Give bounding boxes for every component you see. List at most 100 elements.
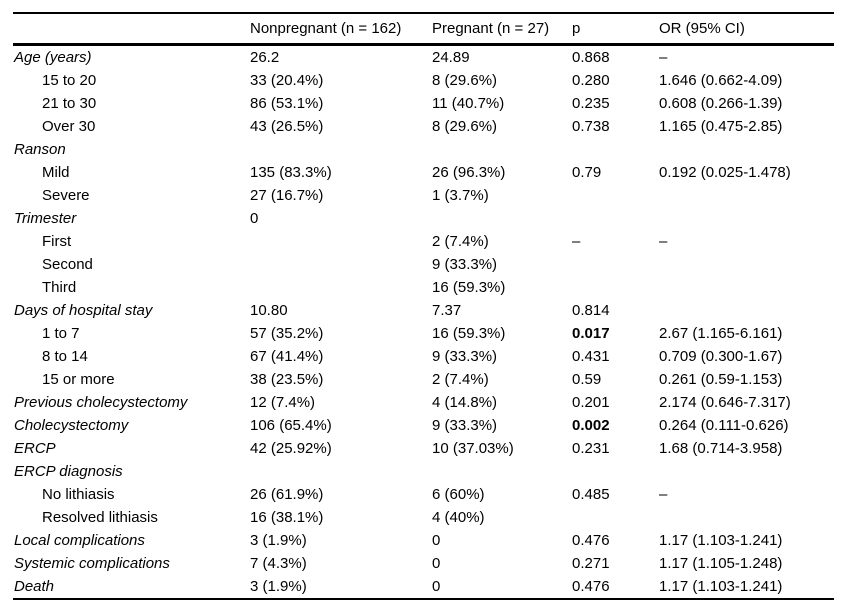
pregnant-value-cell: 0	[432, 555, 441, 572]
pregnant-value-cell: 2 (7.4%)	[432, 371, 489, 388]
nonpregnant-value-cell: 43 (26.5%)	[250, 118, 324, 135]
nonpregnant-value-cell	[250, 276, 432, 299]
table-row: 15 or more 38 (23.5%) 2 (7.4%) 0.59 0.26…	[13, 368, 834, 391]
table-row: Third 16 (59.3%)	[13, 276, 834, 299]
nonpregnant-value-cell: 106 (65.4%)	[250, 417, 332, 434]
or-value-cell: 0.608 (0.266-1.39)	[659, 95, 783, 112]
pregnant-value-cell	[432, 460, 572, 483]
p-value-cell	[572, 253, 659, 276]
p-value-cell: 0.017	[572, 325, 610, 342]
nonpregnant-value-cell	[250, 460, 432, 483]
pregnant-value-cell: 8 (29.6%)	[432, 72, 498, 89]
nonpregnant-value-cell: 27 (16.7%)	[250, 187, 324, 204]
table-row: 8 to 14 67 (41.4%) 9 (33.3%) 0.431 0.709…	[13, 345, 834, 368]
pregnant-value-cell: 9 (33.3%)	[432, 256, 498, 273]
row-label: First	[42, 233, 72, 250]
or-value-cell: 1.17 (1.103-1.241)	[659, 578, 783, 595]
pregnant-value-cell: 2 (7.4%)	[432, 233, 489, 250]
p-value-cell: 0.485	[572, 486, 610, 503]
pregnant-value-cell: 10 (37.03%)	[432, 440, 514, 457]
column-header-pregnant: Pregnant (n = 27)	[432, 13, 572, 46]
column-header-variable	[13, 13, 250, 46]
p-value-cell: 0.280	[572, 72, 610, 89]
column-header-nonpregnant: Nonpregnant (n = 162)	[250, 13, 432, 46]
row-label: Ranson	[14, 141, 66, 158]
nonpregnant-value-cell: 57 (35.2%)	[250, 325, 324, 342]
or-value-cell	[659, 460, 834, 483]
or-value-cell: 2.174 (0.646-7.317)	[659, 394, 791, 411]
nonpregnant-value-cell: 16 (38.1%)	[250, 509, 324, 526]
row-label: 21 to 30	[42, 95, 97, 112]
table-header: Nonpregnant (n = 162) Pregnant (n = 27) …	[13, 13, 834, 46]
or-value-cell	[659, 506, 834, 529]
row-label: Second	[42, 256, 93, 273]
or-value-cell: 2.67 (1.165-6.161)	[659, 325, 783, 342]
nonpregnant-value-cell: 42 (25.92%)	[250, 440, 332, 457]
nonpregnant-value-cell: 3 (1.9%)	[250, 532, 307, 549]
table-row: Mild 135 (83.3%) 26 (96.3%) 0.79 0.192 (…	[13, 161, 834, 184]
or-value-cell: –	[659, 49, 668, 66]
table-row: 21 to 30 86 (53.1%) 11 (40.7%) 0.235 0.6…	[13, 92, 834, 115]
row-label: Mild	[42, 164, 70, 181]
table-row: 15 to 20 33 (20.4%) 8 (29.6%) 0.280 1.64…	[13, 69, 834, 92]
or-value-cell	[659, 184, 834, 207]
nonpregnant-value-cell: 135 (83.3%)	[250, 164, 332, 181]
pregnant-value-cell: 16 (59.3%)	[432, 279, 506, 296]
table-row: Second 9 (33.3%)	[13, 253, 834, 276]
row-label: Over 30	[42, 118, 96, 135]
or-value-cell: –	[659, 233, 668, 250]
p-value-cell	[572, 207, 659, 230]
pregnant-value-cell: 7.37	[432, 302, 462, 319]
p-value-cell: 0.868	[572, 49, 610, 66]
p-value-cell	[572, 184, 659, 207]
p-value-cell	[572, 276, 659, 299]
or-value-cell: 0.261 (0.59-1.153)	[659, 371, 783, 388]
table-row: No lithiasis 26 (61.9%) 6 (60%) 0.485 –	[13, 483, 834, 506]
table-row: ERCP 42 (25.92%) 10 (37.03%) 0.231 1.68 …	[13, 437, 834, 460]
table-row: Local complications 3 (1.9%) 0 0.476 1.1…	[13, 529, 834, 552]
row-label: 8 to 14	[42, 348, 88, 365]
table-row: Cholecystectomy 106 (65.4%) 9 (33.3%) 0.…	[13, 414, 834, 437]
pregnant-value-cell: 11 (40.7%)	[432, 95, 505, 112]
comparison-table-container: Nonpregnant (n = 162) Pregnant (n = 27) …	[13, 12, 834, 600]
row-label: ERCP diagnosis	[14, 463, 123, 480]
table-row: Days of hospital stay 10.80 7.37 0.814	[13, 299, 834, 322]
row-label: Cholecystectomy	[14, 417, 129, 434]
table-row: Resolved lithiasis 16 (38.1%) 4 (40%)	[13, 506, 834, 529]
pregnant-value-cell: 16 (59.3%)	[432, 325, 506, 342]
row-label: Previous cholecystectomy	[14, 394, 188, 411]
p-value-cell: 0.201	[572, 394, 610, 411]
nonpregnant-value-cell: 38 (23.5%)	[250, 371, 324, 388]
nonpregnant-value-cell: 3 (1.9%)	[250, 578, 307, 595]
p-value-cell: 0.235	[572, 95, 610, 112]
table-row: Previous cholecystectomy 12 (7.4%) 4 (14…	[13, 391, 834, 414]
table-row: First 2 (7.4%) – –	[13, 230, 834, 253]
or-value-cell: 0.192 (0.025-1.478)	[659, 164, 791, 181]
row-label: ERCP	[14, 440, 56, 457]
nonpregnant-value-cell: 0	[250, 210, 259, 227]
row-label: Age (years)	[14, 49, 92, 66]
pregnant-value-cell: 8 (29.6%)	[432, 118, 498, 135]
nonpregnant-value-cell: 26 (61.9%)	[250, 486, 324, 503]
table-row: Ranson	[13, 138, 834, 161]
nonpregnant-value-cell: 12 (7.4%)	[250, 394, 316, 411]
table-row: Trimester 0	[13, 207, 834, 230]
comparison-table: Nonpregnant (n = 162) Pregnant (n = 27) …	[13, 12, 834, 600]
row-label: 15 to 20	[42, 72, 97, 89]
p-value-cell: 0.231	[572, 440, 610, 457]
or-value-cell: 1.646 (0.662-4.09)	[659, 72, 783, 89]
pregnant-value-cell: 0	[432, 578, 441, 595]
nonpregnant-value-cell: 67 (41.4%)	[250, 348, 324, 365]
table-row: Death 3 (1.9%) 0 0.476 1.17 (1.103-1.241…	[13, 575, 834, 599]
p-value-cell	[572, 506, 659, 529]
or-value-cell: –	[659, 486, 668, 503]
table-body: Age (years) 26.2 24.89 0.868 – 15 to 20 …	[13, 45, 834, 600]
pregnant-value-cell: 9 (33.3%)	[432, 348, 498, 365]
or-value-cell: 0.264 (0.111-0.626)	[659, 417, 789, 434]
or-value-cell: 1.17 (1.103-1.241)	[659, 532, 783, 549]
or-value-cell	[659, 299, 834, 322]
pregnant-value-cell: 0	[432, 532, 441, 549]
p-value-cell: 0.271	[572, 555, 610, 572]
or-value-cell: 1.68 (0.714-3.958)	[659, 440, 783, 457]
row-label: 1 to 7	[42, 325, 80, 342]
